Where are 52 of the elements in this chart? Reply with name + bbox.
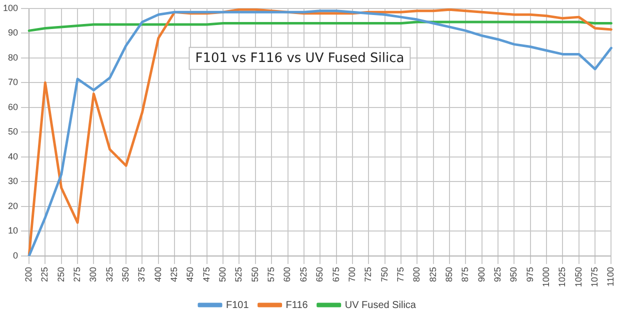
- x-tick-label: 250: [56, 266, 66, 282]
- x-tick-label: 350: [120, 266, 131, 282]
- x-tick-label: 200: [24, 266, 34, 282]
- y-tick-label: 90: [8, 28, 18, 38]
- legend-label: UV Fused Silica: [344, 300, 416, 311]
- x-tick-label: 925: [492, 266, 502, 282]
- x-tick-label: 525: [234, 266, 244, 282]
- y-tick-label: 100: [2, 2, 18, 13]
- y-tick-label: 40: [8, 151, 18, 162]
- x-tick-label: 850: [444, 266, 454, 282]
- x-tick-label: 500: [218, 266, 228, 282]
- y-tick-label: 70: [8, 77, 18, 88]
- y-tick-label: 20: [8, 200, 18, 211]
- x-tick-label: 325: [104, 266, 114, 282]
- x-tick-label: 675: [330, 266, 341, 282]
- x-tick-label: 700: [346, 266, 357, 282]
- x-tick-label: 1050: [573, 266, 584, 288]
- x-tick-label: 225: [40, 266, 50, 282]
- x-tick-label: 975: [524, 266, 535, 282]
- y-tick-label: 80: [8, 52, 18, 62]
- y-tick-label: 0: [13, 250, 18, 260]
- x-tick-label: 750: [379, 266, 390, 282]
- x-tick-label: 1025: [557, 266, 568, 288]
- x-tick-label: 1075: [590, 266, 600, 288]
- x-tick-label: 800: [412, 266, 422, 282]
- y-tick-label: 10: [8, 226, 18, 236]
- y-tick-label: 50: [8, 126, 18, 137]
- x-tick-label: 1000: [540, 266, 551, 288]
- x-tick-label: 875: [460, 266, 470, 282]
- y-tick-label: 30: [8, 176, 18, 186]
- x-tick-label: 600: [282, 266, 292, 282]
- x-tick-label: 1100: [606, 266, 616, 286]
- x-tick-label: 375: [136, 266, 147, 282]
- x-tick-label: 900: [476, 266, 486, 282]
- x-tick-label: 625: [298, 266, 308, 282]
- x-tick-label: 475: [201, 266, 212, 282]
- y-tick-label: 60: [8, 102, 18, 112]
- x-tick-label: 300: [88, 266, 98, 282]
- legend-label: F101: [226, 300, 250, 311]
- x-tick-label: 550: [250, 266, 260, 282]
- x-tick-label: 275: [72, 266, 82, 282]
- x-tick-label: 425: [169, 266, 180, 282]
- x-tick-label: 650: [314, 266, 325, 282]
- x-tick-label: 575: [266, 266, 276, 282]
- x-tick-label: 450: [185, 266, 196, 282]
- legend-label: F116: [286, 300, 308, 311]
- x-tick-label: 950: [508, 266, 519, 282]
- x-tick-label: 400: [152, 266, 163, 282]
- x-tick-label: 775: [395, 266, 406, 282]
- text: F101 vs F116 vs UV Fused Silica: [195, 50, 404, 66]
- x-tick-label: 725: [363, 266, 374, 282]
- x-tick-label: 825: [428, 266, 438, 282]
